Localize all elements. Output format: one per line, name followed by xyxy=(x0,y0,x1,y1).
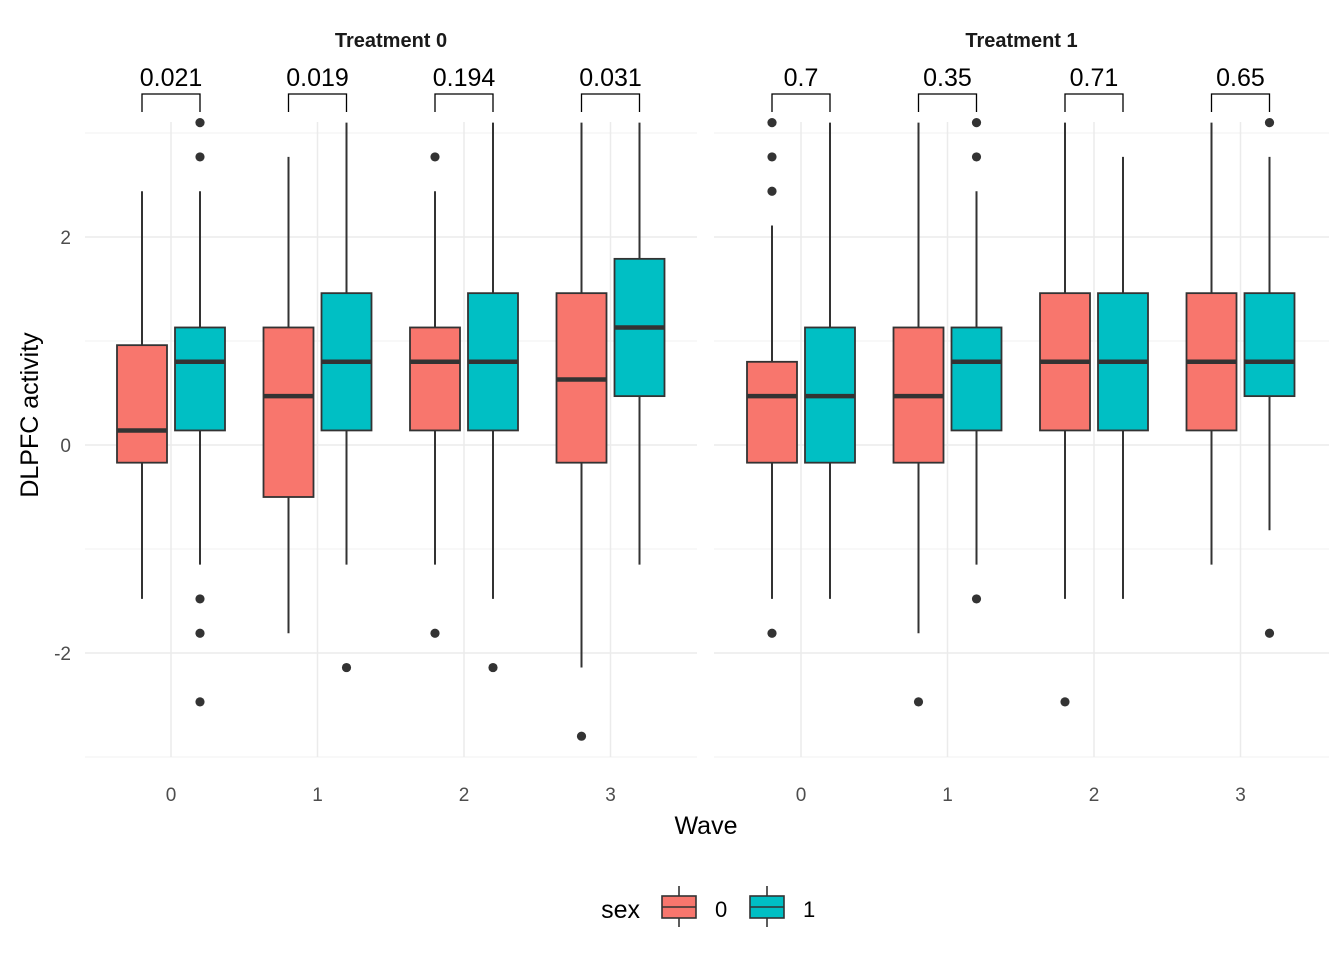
outlier-point xyxy=(767,152,777,162)
outlier-point xyxy=(1264,628,1275,638)
x-tick-label: 0 xyxy=(796,785,807,806)
box-wave0-sex0 xyxy=(746,118,798,638)
pvalue-bracket-wave1: 0.019 xyxy=(286,64,349,112)
box-wave3-sex1 xyxy=(1243,118,1296,638)
box-wave1-sex1 xyxy=(950,118,1003,604)
pvalue-label: 0.35 xyxy=(923,64,972,92)
outlier-point xyxy=(576,731,587,741)
x-tick-label: 1 xyxy=(312,785,323,806)
box-wave3-sex0 xyxy=(1185,122,1238,565)
legend-title: sex xyxy=(601,896,640,924)
box-wave2-sex1 xyxy=(1097,156,1149,599)
facet-panel-0: Treatment 0 0 1 2 3 0.021 0.019 0.194 0.031 xyxy=(85,30,697,806)
box-wave2-sex0 xyxy=(409,152,461,638)
bracket-line xyxy=(1064,93,1124,112)
pvalue-label: 0.71 xyxy=(1070,64,1119,92)
outlier-point xyxy=(195,118,205,128)
box-wave2-sex1 xyxy=(467,122,519,673)
box-iqr xyxy=(174,326,226,432)
pvalue-bracket-wave0: 0.021 xyxy=(140,64,203,112)
outlier-point xyxy=(341,662,352,673)
x-tick-label: 0 xyxy=(166,785,177,806)
outlier-point xyxy=(430,628,440,638)
facet-panels: Treatment 00 1 2 30.021 0.019 0.194 0.031Treat… xyxy=(85,30,1329,806)
outlier-point xyxy=(195,594,205,604)
y-tick-label: 2 xyxy=(60,228,71,249)
x-tick-label: 1 xyxy=(942,785,953,806)
box-iqr xyxy=(746,360,798,464)
pvalue-label: 0.031 xyxy=(579,64,642,92)
facet-title: Treatment 0 xyxy=(335,30,447,52)
box-wave2-sex0 xyxy=(1039,122,1091,707)
x-tick-label: 2 xyxy=(459,785,470,806)
bracket-line xyxy=(917,93,978,112)
pvalue-label: 0.019 xyxy=(286,64,349,92)
box-wave0-sex1 xyxy=(804,122,856,599)
outlier-point xyxy=(195,697,205,707)
outlier-point xyxy=(430,152,440,162)
outlier-point xyxy=(767,118,777,128)
pvalue-bracket-wave2: 0.194 xyxy=(433,64,496,112)
box-iqr xyxy=(262,326,315,498)
pvalue-bracket-wave3: 0.031 xyxy=(579,64,642,112)
box-wave1-sex0 xyxy=(892,122,945,707)
box-wave3-sex0 xyxy=(555,122,608,741)
facet-panel-1: Treatment 1 0 1 2 3 0.7 0.35 0.71 0.65 xyxy=(714,30,1329,806)
x-tick-label: 2 xyxy=(1089,785,1100,806)
pvalue-bracket-wave0: 0.7 xyxy=(771,64,831,112)
pvalue-bracket-wave3: 0.65 xyxy=(1210,64,1271,112)
box-wave0-sex0 xyxy=(116,191,168,599)
bracket-line xyxy=(434,93,494,112)
legend-key-1: 1 xyxy=(749,886,815,927)
outlier-point xyxy=(195,628,205,638)
outlier-point xyxy=(767,186,777,196)
legend-label: 1 xyxy=(803,897,815,922)
outlier-point xyxy=(195,152,205,162)
bracket-line xyxy=(1210,93,1271,112)
pvalue-bracket-wave2: 0.71 xyxy=(1064,64,1124,112)
outlier-point xyxy=(971,152,982,162)
y-axis-title: DLPFC activity xyxy=(16,332,44,498)
pvalue-label: 0.7 xyxy=(784,64,819,92)
box-iqr xyxy=(116,344,168,464)
outlier-point xyxy=(767,628,777,638)
y-tick-label: -2 xyxy=(54,644,71,665)
bracket-line xyxy=(287,93,348,112)
box-iqr xyxy=(1243,292,1296,398)
x-tick-label: 3 xyxy=(605,785,616,806)
pvalue-label: 0.65 xyxy=(1216,64,1265,92)
y-tick-label: 0 xyxy=(60,436,71,457)
box-iqr xyxy=(950,326,1003,432)
outlier-point xyxy=(1060,697,1070,707)
box-wave0-sex1 xyxy=(174,118,226,707)
outlier-point xyxy=(488,662,498,673)
box-wave3-sex1 xyxy=(613,122,666,565)
outlier-point xyxy=(971,594,982,604)
outlier-point xyxy=(913,697,924,707)
box-iqr xyxy=(409,326,461,432)
facet-title: Treatment 1 xyxy=(965,30,1077,52)
legend-key-0: 0 xyxy=(661,886,727,927)
pvalue-label: 0.194 xyxy=(433,64,496,92)
bracket-line xyxy=(580,93,641,112)
outlier-point xyxy=(971,118,982,128)
legend-label: 0 xyxy=(715,897,727,922)
legend: sex 0 1 xyxy=(601,886,815,927)
x-tick-label: 3 xyxy=(1235,785,1246,806)
box-wave1-sex1 xyxy=(320,122,373,673)
bracket-line xyxy=(141,93,201,112)
pvalue-label: 0.021 xyxy=(140,64,203,92)
box-wave1-sex0 xyxy=(262,156,315,634)
pvalue-bracket-wave1: 0.35 xyxy=(917,64,978,112)
bracket-line xyxy=(771,93,831,112)
x-axis-title: Wave xyxy=(675,812,738,840)
outlier-point xyxy=(1264,118,1275,128)
